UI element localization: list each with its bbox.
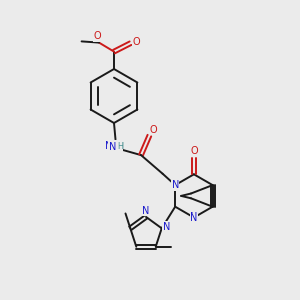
Text: H: H: [114, 141, 121, 150]
Text: N: N: [172, 180, 179, 190]
Text: N: N: [190, 213, 198, 223]
Text: O: O: [94, 31, 101, 41]
Text: N: N: [172, 180, 179, 190]
Text: N: N: [141, 205, 148, 215]
Text: O: O: [133, 37, 140, 47]
Text: N: N: [108, 141, 116, 151]
Text: O: O: [149, 124, 157, 135]
Text: N: N: [105, 140, 112, 151]
Text: O: O: [190, 146, 198, 156]
Text: N: N: [164, 222, 171, 232]
Text: N: N: [163, 222, 170, 232]
Text: N: N: [164, 222, 171, 233]
Text: N: N: [190, 212, 198, 223]
Text: H: H: [117, 142, 123, 151]
Text: N: N: [109, 142, 116, 152]
Text: H: H: [117, 142, 123, 151]
Text: N: N: [172, 180, 179, 190]
Text: N: N: [142, 206, 149, 216]
